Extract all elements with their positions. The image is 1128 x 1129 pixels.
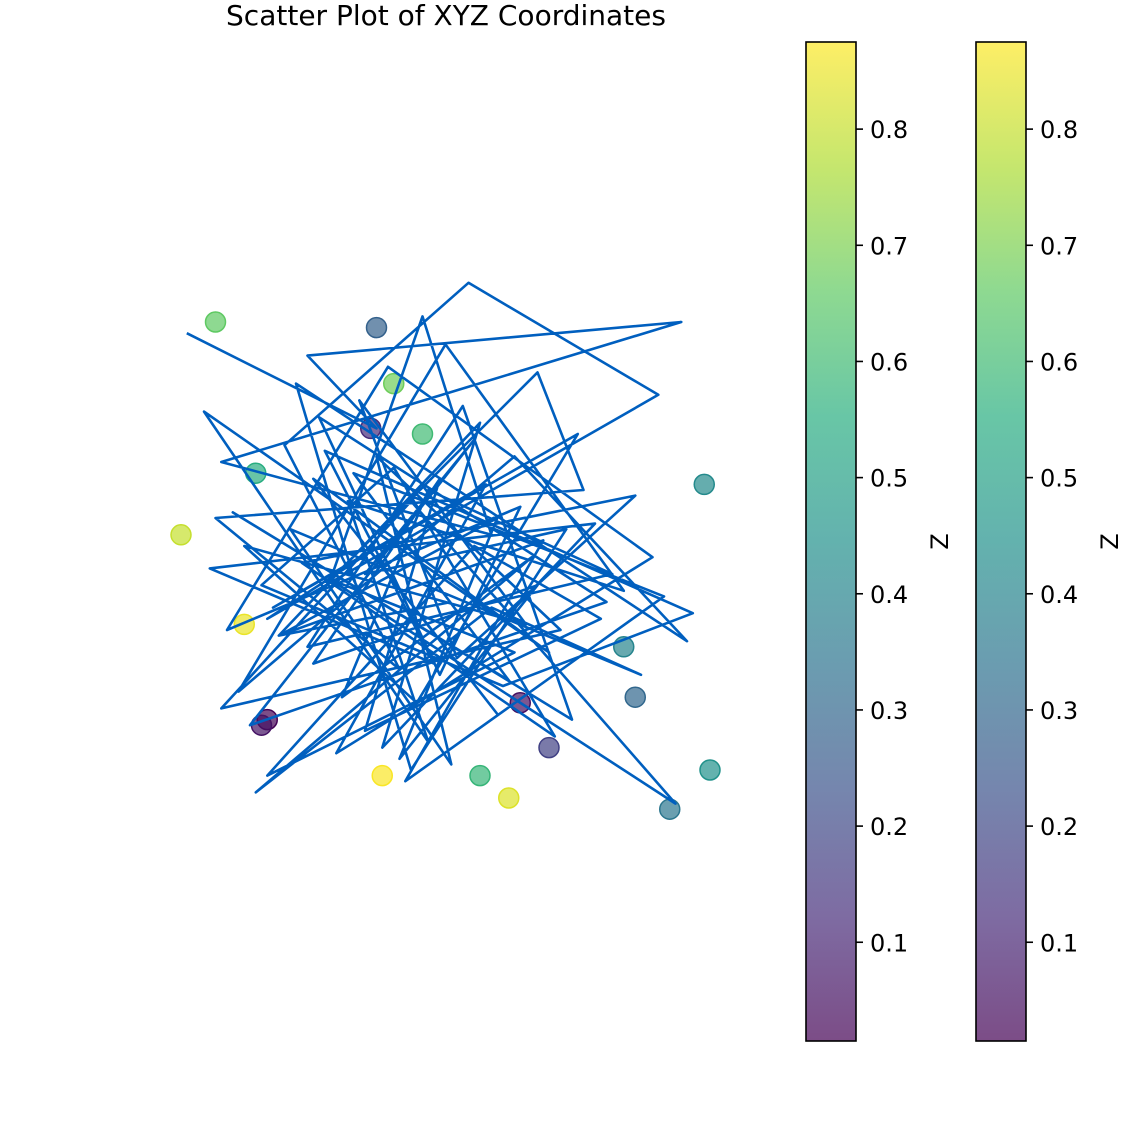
colorbar-1-tick-label-7: 0.7 xyxy=(870,232,908,260)
colorbar-2-tick-label-7: 0.7 xyxy=(1040,232,1078,260)
colorbar-1: 0.1 0.2 0.3 0.4 0.5 0.6 0.7 0.8 Z xyxy=(805,41,954,1042)
chart-title: Scatter Plot of XYZ Coordinates xyxy=(226,0,666,32)
colorbar-1-label: Z xyxy=(926,533,954,549)
colorbar-1-tick-label-8: 0.8 xyxy=(870,116,908,144)
colorbar-2: 0.1 0.2 0.3 0.4 0.5 0.6 0.7 0.8 Z xyxy=(975,41,1124,1042)
colorbar-2-tick-label-1: 0.1 xyxy=(1040,929,1078,957)
colorbar-1-tick-label-6: 0.6 xyxy=(870,348,908,376)
colorbar-1-tick-label-5: 0.5 xyxy=(870,465,908,493)
scatter-point-19 xyxy=(498,787,520,809)
colorbar-2-frame xyxy=(975,41,1027,1042)
colorbar-2-gradient xyxy=(976,42,1026,1041)
scatter-point-5 xyxy=(411,423,434,445)
colorbar-2-label: Z xyxy=(1096,533,1124,549)
colorbar-2-tick-label-4: 0.4 xyxy=(1040,581,1078,609)
colorbar-2-tick-label-2: 0.2 xyxy=(1040,813,1078,841)
colorbar-2-tick-label-8: 0.8 xyxy=(1040,116,1078,144)
colorbar-1-tick-label-2: 0.2 xyxy=(870,813,908,841)
scatter-point-15 xyxy=(538,736,560,759)
colorbar-1-tick-label-1: 0.1 xyxy=(870,929,908,957)
colorbar-1-tick-label-4: 0.4 xyxy=(870,581,908,609)
scatter-point-3 xyxy=(383,372,405,395)
colorbar-1-frame xyxy=(805,41,857,1042)
colorbar-2-tick-label-3: 0.3 xyxy=(1040,697,1078,725)
colorbar-2-tick-label-6: 0.6 xyxy=(1040,348,1078,376)
colorbar-2-tick-label-5: 0.5 xyxy=(1040,465,1078,493)
scatter-point-20 xyxy=(659,798,681,820)
scatter-point-18 xyxy=(469,764,491,787)
scatter-point-8 xyxy=(170,524,192,546)
scatter-point-1 xyxy=(204,311,227,333)
scatter-point-7 xyxy=(693,473,715,496)
colorbar-1-gradient xyxy=(806,42,856,1041)
colorbar-1-tick-label-3: 0.3 xyxy=(870,697,908,725)
series-line xyxy=(186,281,695,805)
scatter-point-17 xyxy=(371,764,393,787)
plot-area xyxy=(170,281,721,820)
scatter-point-16 xyxy=(699,759,721,781)
scatter-point-11 xyxy=(624,686,646,708)
scatter-point-2 xyxy=(365,316,388,339)
